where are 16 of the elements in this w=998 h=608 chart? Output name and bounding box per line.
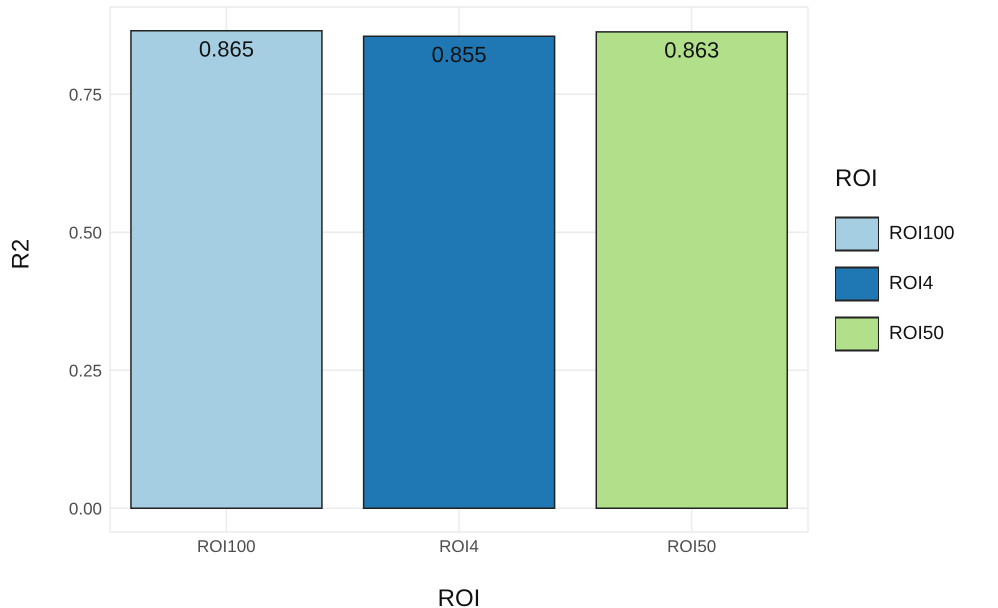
legend-label: ROI50 <box>889 323 944 344</box>
y-tick-label: 0.25 <box>68 361 102 380</box>
legend-title: ROI <box>835 165 878 193</box>
y-axis-title: R2 <box>8 238 35 270</box>
data-label: 0.855 <box>432 42 487 67</box>
y-tick-label: 0.50 <box>68 223 102 242</box>
y-tick-label: 0.75 <box>68 85 102 104</box>
legend-label: ROI100 <box>889 223 954 244</box>
legend-label: ROI4 <box>889 273 934 294</box>
data-label: 0.863 <box>664 37 720 62</box>
x-axis-title: ROI <box>438 585 480 608</box>
data-label: 0.865 <box>198 36 254 62</box>
x-tick-label: ROI100 <box>197 537 256 556</box>
x-tick-label: ROI4 <box>439 537 479 556</box>
x-tick-label: ROI50 <box>667 537 716 556</box>
y-tick-label: 0.00 <box>68 499 102 518</box>
